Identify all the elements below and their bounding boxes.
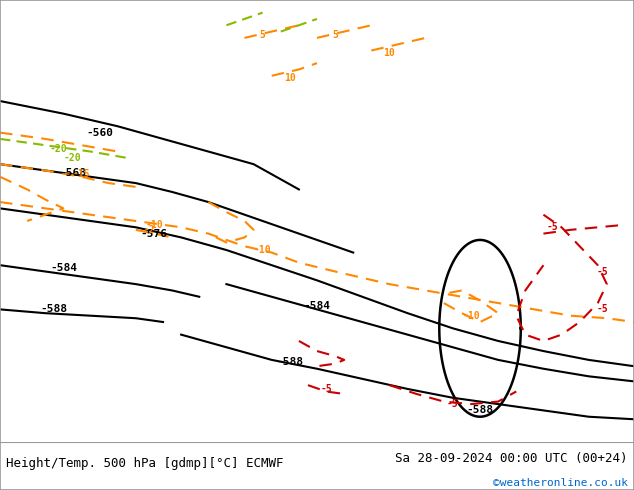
Text: -560: -560 [86, 127, 113, 138]
Text: -5: -5 [597, 267, 608, 276]
Text: -588: -588 [467, 405, 493, 416]
Text: -5: -5 [447, 399, 459, 409]
Text: Sa 28-09-2024 00:00 UTC (00+24): Sa 28-09-2024 00:00 UTC (00+24) [395, 452, 628, 466]
Text: -584: -584 [50, 263, 77, 273]
Text: -10: -10 [254, 245, 271, 255]
Text: -10: -10 [462, 311, 480, 320]
Text: -15: -15 [73, 169, 90, 179]
Text: -576: -576 [141, 229, 167, 239]
Text: 5: 5 [332, 30, 338, 40]
Text: 10: 10 [384, 48, 396, 58]
Text: -584: -584 [304, 300, 330, 311]
Text: Height/Temp. 500 hPa [gdmp][°C] ECMWF: Height/Temp. 500 hPa [gdmp][°C] ECMWF [6, 457, 284, 470]
Text: 10: 10 [284, 74, 295, 83]
Text: -588: -588 [41, 304, 68, 315]
Text: -568: -568 [59, 168, 86, 178]
Text: ©weatheronline.co.uk: ©weatheronline.co.uk [493, 478, 628, 488]
Text: -10: -10 [145, 220, 163, 230]
Text: -5: -5 [320, 384, 332, 394]
Text: 5: 5 [260, 30, 266, 40]
Text: -588: -588 [276, 357, 303, 368]
Text: -2: -2 [143, 225, 155, 235]
Text: -20: -20 [63, 153, 81, 163]
Text: -5: -5 [547, 222, 559, 232]
Text: -20: -20 [50, 144, 68, 154]
Text: -5: -5 [597, 304, 608, 315]
